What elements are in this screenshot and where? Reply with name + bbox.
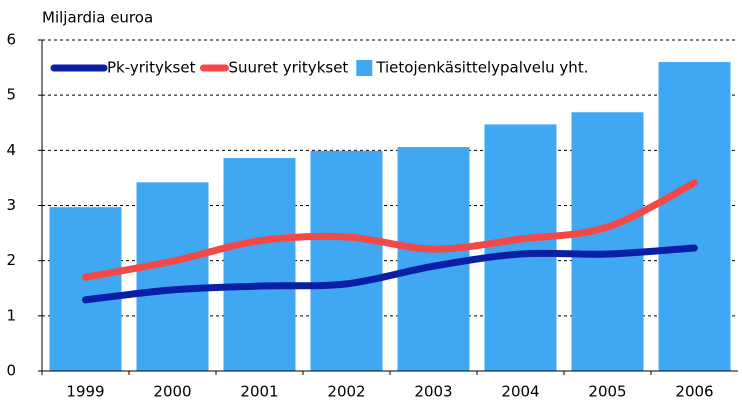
line-series bbox=[82, 179, 698, 281]
y-tick-label: 4 bbox=[6, 141, 16, 159]
y-tick-label: 0 bbox=[6, 362, 16, 380]
y-tick-label: 5 bbox=[6, 86, 16, 104]
axis-label: Miljardia euroa bbox=[42, 9, 153, 27]
bar bbox=[658, 62, 731, 372]
x-tick-label: 2006 bbox=[675, 383, 713, 401]
x-tick-label: 2001 bbox=[240, 383, 278, 401]
x-tick-label: 1999 bbox=[66, 383, 104, 401]
y-tick-label: 6 bbox=[6, 31, 16, 49]
bar bbox=[571, 112, 644, 371]
x-tick-label: 2003 bbox=[414, 383, 452, 401]
y-tick-label: 1 bbox=[6, 306, 16, 324]
x-tick-label: 2000 bbox=[153, 383, 191, 401]
legend-label: Pk-yritykset bbox=[107, 59, 196, 77]
bar bbox=[484, 124, 557, 371]
legend-label: Tietojenkäsittelypalvelu yht. bbox=[375, 59, 588, 77]
legend-swatch bbox=[356, 60, 373, 76]
x-tick-label: 2004 bbox=[501, 383, 539, 401]
bar bbox=[49, 207, 122, 371]
x-tick-label: 2002 bbox=[327, 383, 365, 401]
bar bbox=[136, 182, 209, 371]
bar bbox=[223, 158, 296, 371]
y-tick-label: 3 bbox=[6, 196, 16, 214]
bar bbox=[310, 150, 383, 371]
y-tick-label: 2 bbox=[6, 251, 16, 269]
legend-label: Suuret yritykset bbox=[228, 59, 348, 77]
x-tick-label: 2005 bbox=[588, 383, 626, 401]
line-series bbox=[82, 244, 698, 304]
